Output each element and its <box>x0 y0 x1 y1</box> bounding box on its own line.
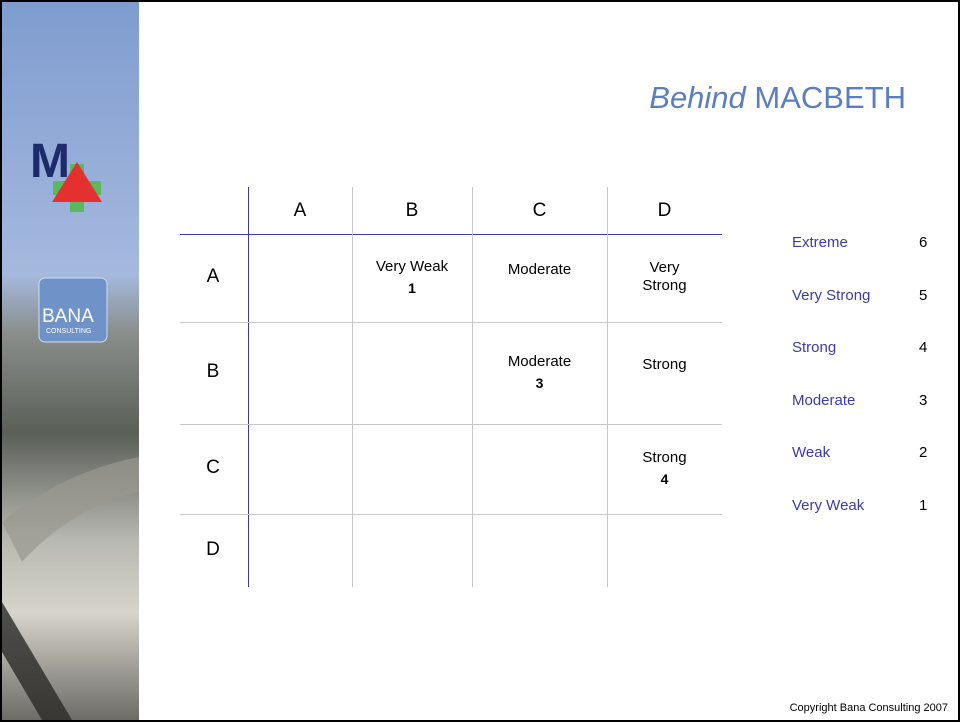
cell-number: 3 <box>535 375 544 391</box>
scale-number: 6 <box>919 234 928 251</box>
scale-number: 4 <box>919 339 928 356</box>
row-header: D <box>206 538 220 560</box>
row-divider <box>180 424 722 425</box>
title-main: MACBETH <box>754 80 906 115</box>
scale-name: Weak <box>792 444 831 461</box>
logo-m: M <box>30 135 70 188</box>
column-header: D <box>657 200 672 221</box>
scale-name: Extreme <box>792 234 848 251</box>
row-header: B <box>206 361 220 382</box>
footer: Copyright Bana Consulting 2007 <box>789 702 948 714</box>
row-header-divider <box>248 187 249 587</box>
scale-name: Strong <box>792 339 837 356</box>
cell-text: Strong <box>642 449 687 466</box>
cell-text: Moderate <box>507 261 572 278</box>
row-divider <box>180 322 722 323</box>
sidebar-art: M <box>2 135 139 720</box>
column-divider <box>472 187 473 587</box>
scale-name: Very Weak <box>792 496 865 514</box>
cell-number: 4 <box>660 471 669 487</box>
title-emphasis: Behind <box>649 80 746 115</box>
column-header: C <box>532 200 547 221</box>
cell-number: 1 <box>408 280 416 296</box>
cell-text: Strong <box>642 356 687 373</box>
row-divider <box>180 514 722 515</box>
scale-number: 1 <box>919 496 928 514</box>
column-header-divider <box>180 234 722 235</box>
logo-name: BANA <box>42 306 94 327</box>
row-header: A <box>206 266 220 287</box>
scale-number: 2 <box>919 444 928 461</box>
scale-number: 5 <box>919 286 928 304</box>
column-header: A <box>293 200 307 221</box>
logo-tagline: CONSULTING <box>46 328 92 335</box>
sidebar-photo: M BANA CONSULTING <box>2 2 139 720</box>
column-divider <box>607 187 608 587</box>
scale-name: Moderate <box>792 391 856 409</box>
cell-text: Very Strong <box>642 259 687 294</box>
column-divider <box>352 187 353 587</box>
scale-number: 3 <box>919 391 928 409</box>
slide-title: Behind MACBETH <box>649 80 906 116</box>
cell-text: Very Weak <box>375 258 449 275</box>
cell-text: Moderate <box>507 353 572 370</box>
column-header: B <box>405 200 419 221</box>
scale-name: Very Strong <box>792 286 871 304</box>
row-header: C <box>206 457 220 478</box>
